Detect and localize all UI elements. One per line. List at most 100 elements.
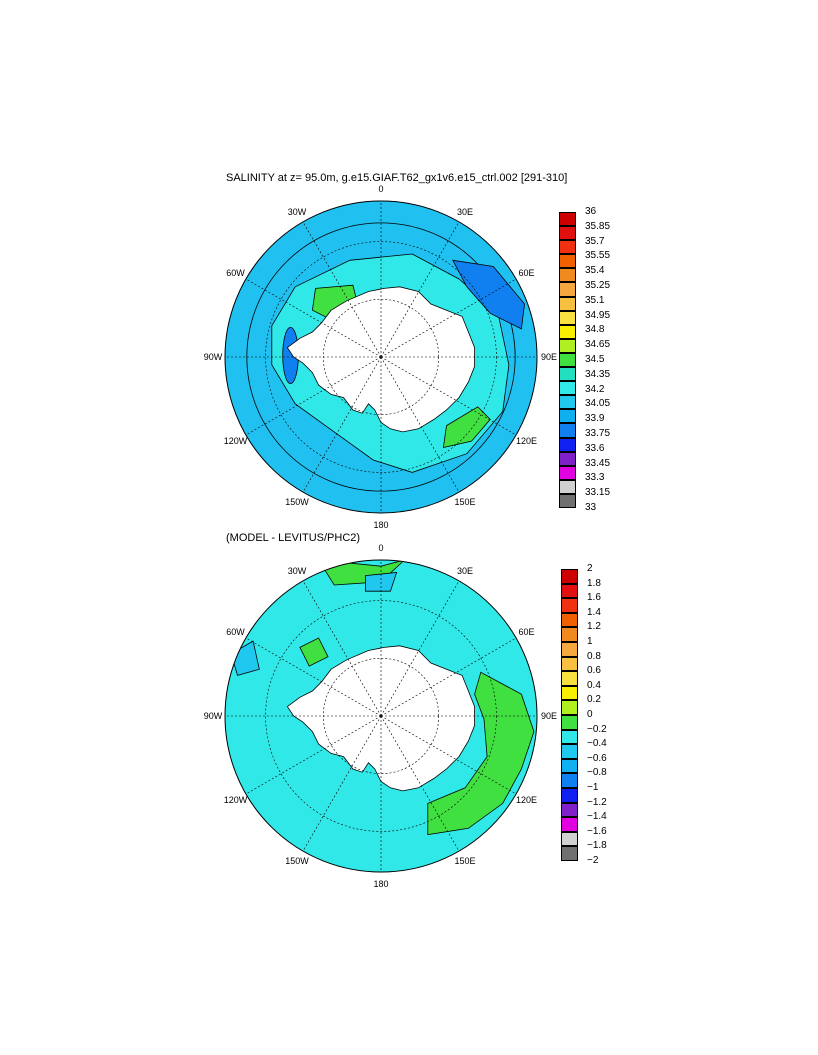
- colorbar-level-label: 35.55: [585, 250, 611, 262]
- longitude-label: 150W: [285, 856, 309, 867]
- longitude-label: 90E: [540, 711, 558, 721]
- colorbar-swatch: [559, 282, 576, 297]
- colorbar-swatch: [559, 296, 576, 311]
- colorbar-swatch: [561, 642, 578, 657]
- colorbar-level-label: 0.8: [587, 650, 601, 662]
- colorbar-level-label: −1.6: [587, 825, 607, 837]
- positive-anomaly-peninsula: [299, 637, 329, 667]
- colorbar-swatch: [559, 381, 576, 396]
- colorbar-level-label: 34.5: [585, 354, 605, 365]
- colorbar-swatch: [559, 310, 576, 325]
- longitude-label: 120E: [515, 436, 537, 446]
- colorbar-swatch: [559, 437, 576, 452]
- colorbar-level-label: 1.6: [587, 592, 601, 604]
- longitude-label: 180: [373, 879, 389, 889]
- colorbar-level-label: 35.85: [585, 220, 611, 232]
- colorbar-swatch: [559, 493, 576, 508]
- negative-anomaly-north: [365, 572, 398, 592]
- colorbar-level-label: −0.4: [587, 738, 607, 750]
- longitude-label: 120W: [223, 795, 248, 805]
- longitude-label: 0: [378, 184, 384, 194]
- longitude-label: 60E: [518, 268, 535, 278]
- colorbar-level-label: 34.95: [585, 309, 611, 321]
- colorbar-level-label: 0: [587, 709, 593, 720]
- colorbar-level-label: 35.1: [585, 294, 605, 306]
- colorbar-level-label: 33.9: [585, 413, 605, 425]
- colorbar-swatch: [561, 729, 578, 745]
- longitude-label: 30E: [456, 206, 474, 217]
- longitude-label: 150E: [454, 497, 476, 508]
- top-panel-title: SALINITY at z= 95.0m, g.e15.GIAF.T62_gx1…: [226, 172, 568, 184]
- colorbar-swatch: [559, 254, 576, 269]
- colorbar-level-label: 0.6: [587, 665, 601, 677]
- colorbar-level-label: 36: [585, 206, 597, 217]
- colorbar-level-label: 1.2: [587, 621, 601, 633]
- longitude-label: 60W: [226, 268, 245, 278]
- colorbar-swatch: [561, 671, 578, 686]
- longitude-label: 120W: [223, 436, 248, 446]
- colorbar-swatch: [561, 773, 578, 788]
- colorbar-swatch: [559, 212, 576, 227]
- colorbar-swatch: [559, 324, 576, 339]
- colorbar-level-label: 33.6: [585, 442, 605, 454]
- longitude-label: 120E: [515, 795, 537, 805]
- bottom-panel-title: (MODEL - LEVITUS/PHC2): [226, 532, 361, 544]
- colorbar-swatch: [559, 465, 576, 480]
- colorbar-level-label: −0.6: [587, 752, 607, 764]
- colorbar-swatch: [559, 409, 576, 424]
- colorbar-level-label: 34.8: [585, 324, 605, 336]
- colorbar-swatch: [561, 788, 578, 803]
- colorbar-swatch: [559, 226, 576, 241]
- colorbar-swatch: [559, 338, 576, 353]
- longitude-label: 180: [373, 520, 389, 530]
- colorbar-swatch: [559, 367, 576, 382]
- colorbar-swatch: [559, 451, 576, 466]
- longitude-label: 60W: [226, 627, 245, 637]
- colorbar-level-label: −2: [587, 855, 599, 866]
- colorbar-swatch: [561, 817, 578, 832]
- colorbar-swatch: [559, 423, 576, 438]
- colorbar-swatch: [561, 715, 578, 730]
- colorbar-level-label: −0.8: [587, 767, 607, 779]
- graticule: [225, 560, 537, 872]
- longitude-label: 90W: [203, 352, 223, 362]
- colorbar-level-label: 33.3: [585, 472, 605, 484]
- colorbar-swatch: [561, 685, 578, 701]
- colorbar-level-label: 35.7: [585, 235, 605, 247]
- colorbar-level-label: 34.35: [585, 368, 611, 380]
- colorbar-level-label: 35.4: [585, 265, 605, 277]
- colorbar-level-label: 1.4: [587, 606, 601, 618]
- longitude-label: 0: [378, 543, 384, 553]
- positive-anomaly-east: [427, 671, 535, 836]
- longitude-label: 30W: [287, 565, 307, 576]
- map-border: [224, 559, 538, 873]
- colorbar-swatch: [559, 479, 576, 494]
- colorbar-level-label: 1.8: [587, 577, 601, 589]
- longitude-label: 150W: [285, 497, 309, 508]
- colorbar-swatch: [561, 802, 578, 818]
- colorbar-swatch: [561, 831, 578, 847]
- longitude-label: 90W: [203, 711, 223, 721]
- colorbar-level-label: 35.25: [585, 280, 611, 291]
- longitude-label: 150E: [454, 856, 476, 867]
- colorbar-level-label: 33.75: [585, 428, 611, 439]
- colorbar-level-label: −1.2: [587, 796, 607, 808]
- colorbar-level-label: 0.4: [587, 679, 601, 691]
- colorbar-swatch: [561, 656, 578, 672]
- colorbar-swatch: [561, 744, 578, 759]
- colorbar-level-label: 0.2: [587, 694, 601, 706]
- longitude-label: 60E: [518, 627, 535, 637]
- colorbar-swatch: [561, 612, 578, 628]
- colorbar-swatch: [561, 700, 578, 715]
- colorbar-level-label: 34.65: [585, 339, 611, 351]
- colorbar-level-label: 1: [587, 636, 593, 647]
- colorbar-level-label: −1.4: [587, 811, 607, 823]
- colorbar-level-label: 33.15: [585, 487, 611, 499]
- colorbar-level-label: 33.45: [585, 457, 611, 469]
- colorbar-level-label: −1: [587, 782, 599, 793]
- colorbar-level-label: −1.8: [587, 840, 607, 852]
- colorbar-level-label: 34.2: [585, 383, 605, 395]
- colorbar-swatch: [559, 395, 576, 410]
